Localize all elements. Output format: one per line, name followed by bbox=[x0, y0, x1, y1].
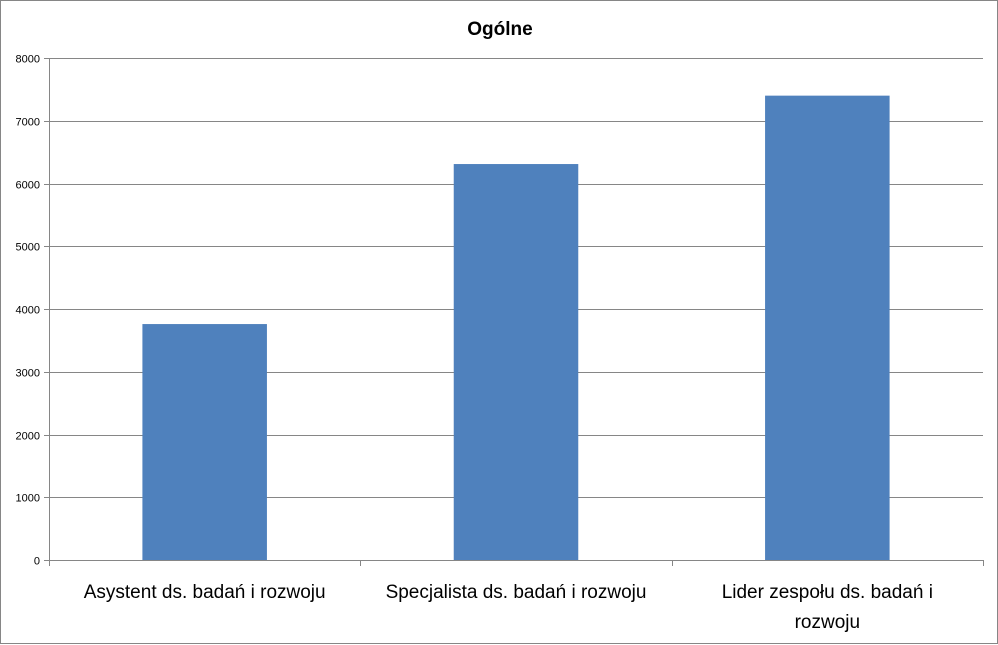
bar bbox=[453, 164, 579, 561]
y-axis-tick-labels: 0 1000 2000 3000 4000 5000 6000 7000 8000 bbox=[16, 54, 40, 568]
y-tick-label: 1000 bbox=[16, 493, 40, 505]
axes bbox=[44, 58, 984, 566]
bar bbox=[142, 324, 267, 560]
bar bbox=[765, 95, 890, 561]
category-label: Asystent ds. badań i rozwoju bbox=[84, 582, 326, 603]
y-tick-label: 7000 bbox=[16, 117, 40, 129]
category-label-line: Lider zespołu ds. badań i bbox=[722, 582, 933, 603]
y-tick-label: 5000 bbox=[16, 242, 40, 254]
category-label: Specjalista ds. badań i rozwoju bbox=[386, 582, 647, 603]
category-label-line: Specjalista ds. badań i rozwoju bbox=[386, 582, 647, 603]
y-tick-label: 6000 bbox=[16, 180, 40, 192]
y-tick-label: 8000 bbox=[16, 54, 40, 66]
y-tick-label: 4000 bbox=[16, 305, 40, 317]
chart-title: Ogólne bbox=[467, 19, 532, 40]
category-label-line: Asystent ds. badań i rozwoju bbox=[84, 582, 326, 603]
y-tick-label: 0 bbox=[34, 556, 40, 568]
category-labels: Asystent ds. badań i rozwoju Specjalista … bbox=[84, 582, 933, 633]
bars bbox=[142, 95, 890, 561]
category-label: Lider zespołu ds. badań i rozwoju bbox=[722, 582, 933, 633]
y-tick-label: 3000 bbox=[16, 368, 40, 380]
category-label-line: rozwoju bbox=[795, 612, 860, 633]
y-tick-label: 2000 bbox=[16, 431, 40, 443]
